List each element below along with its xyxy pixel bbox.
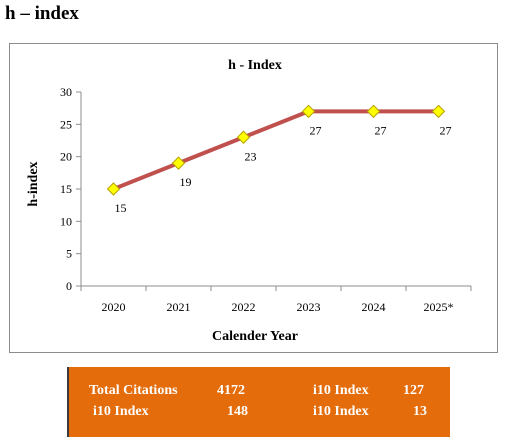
y-tick-label: 15 bbox=[60, 182, 72, 196]
data-label: 19 bbox=[180, 175, 192, 189]
citation-stats-box: Total Citations 4172 i10 Index 127 i10 I… bbox=[67, 367, 450, 437]
data-point-marker bbox=[236, 130, 251, 144]
data-label: 15 bbox=[115, 201, 127, 215]
data-point-marker bbox=[106, 182, 121, 196]
y-tick-label: 5 bbox=[66, 247, 72, 261]
i10-index-label-3: i10 Index bbox=[313, 404, 369, 419]
i10-index-value-3: 13 bbox=[413, 404, 427, 419]
x-tick-label: 2021 bbox=[167, 300, 191, 314]
x-tick-label: 2024 bbox=[362, 300, 386, 314]
i10-index-value-1: 127 bbox=[403, 383, 424, 398]
y-axis-title: h-index bbox=[26, 161, 41, 206]
data-point-marker bbox=[171, 156, 186, 170]
total-citations-value: 4172 bbox=[217, 383, 245, 398]
y-tick-label: 25 bbox=[60, 117, 72, 131]
i10-index-label-2: i10 Index bbox=[93, 404, 149, 419]
x-tick-label: 2025* bbox=[424, 300, 454, 314]
x-axis-title: Calender Year bbox=[212, 329, 298, 344]
h-index-chart: h - Index Calender Year h-index 0 5 10 15 20… bbox=[9, 43, 498, 353]
x-tick-label: 2022 bbox=[232, 300, 256, 314]
y-tick-label: 20 bbox=[60, 150, 72, 164]
data-label: 23 bbox=[245, 149, 257, 163]
data-point-marker bbox=[431, 104, 446, 119]
data-point-marker bbox=[366, 104, 381, 119]
chart-title: h - Index bbox=[228, 58, 282, 73]
data-label: 27 bbox=[375, 123, 387, 137]
y-tick-label: 10 bbox=[60, 214, 72, 228]
data-point-marker bbox=[301, 104, 316, 119]
total-citations-label: Total Citations bbox=[89, 383, 178, 398]
i10-index-value-2: 148 bbox=[227, 404, 248, 419]
chart-canvas: h - Index Calender Year h-index 0 5 10 15 20… bbox=[26, 58, 472, 344]
page-heading: h – index bbox=[5, 3, 79, 24]
x-tick-label: 2023 bbox=[297, 300, 321, 314]
data-label: 27 bbox=[440, 123, 452, 137]
series-line bbox=[112, 109, 439, 191]
data-label: 27 bbox=[310, 123, 322, 137]
i10-index-label-1: i10 Index bbox=[313, 383, 369, 398]
x-tick-label: 2020 bbox=[102, 300, 126, 314]
y-tick-label: 30 bbox=[60, 85, 72, 99]
y-tick-label: 0 bbox=[66, 279, 72, 293]
